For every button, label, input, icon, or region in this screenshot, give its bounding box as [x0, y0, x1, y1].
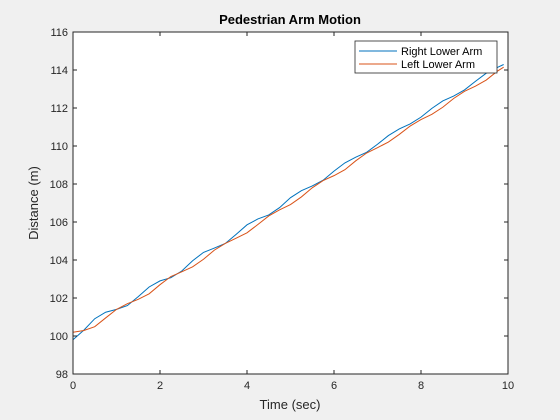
- ticks-layer: 0 2 4 6 8 10 98 100 102 104 106 108 110 112 114 116: [50, 27, 514, 392]
- series-line-right-lower-arm: [72, 64, 504, 341]
- x-tick-label: 8: [418, 380, 424, 392]
- legend: Right Lower Arm Left Lower Arm: [354, 40, 498, 74]
- x-tick-label: 6: [331, 380, 337, 392]
- series-line-left-lower-arm: [72, 66, 504, 333]
- y-tick-label: 106: [50, 217, 68, 229]
- y-tick-label: 114: [50, 65, 68, 77]
- axes-frame: [72, 31, 509, 375]
- y-tick-label: 102: [50, 293, 68, 305]
- x-tick-label: 4: [244, 380, 250, 392]
- y-axis-label: Distance (m): [26, 166, 41, 240]
- y-tick-label: 104: [50, 255, 68, 267]
- x-tick-label: 0: [70, 380, 76, 392]
- series-layer: [72, 64, 504, 341]
- legend-label-left-lower-arm: Left Lower Arm: [401, 59, 475, 71]
- y-tick-label: 98: [56, 369, 68, 381]
- x-tick-label: 2: [157, 380, 163, 392]
- x-axis-label: Time (sec): [260, 397, 321, 412]
- chart-title: Pedestrian Arm Motion: [219, 12, 361, 27]
- y-tick-label: 116: [50, 27, 68, 39]
- y-tick-label: 100: [50, 331, 68, 343]
- y-tick-label: 112: [50, 103, 68, 115]
- x-tick-label: 10: [502, 380, 514, 392]
- legend-box: [354, 40, 498, 74]
- plot-area: [73, 32, 508, 374]
- y-tick-label: 110: [50, 141, 68, 153]
- y-tick-label: 108: [50, 179, 68, 191]
- legend-label-right-lower-arm: Right Lower Arm: [401, 46, 482, 58]
